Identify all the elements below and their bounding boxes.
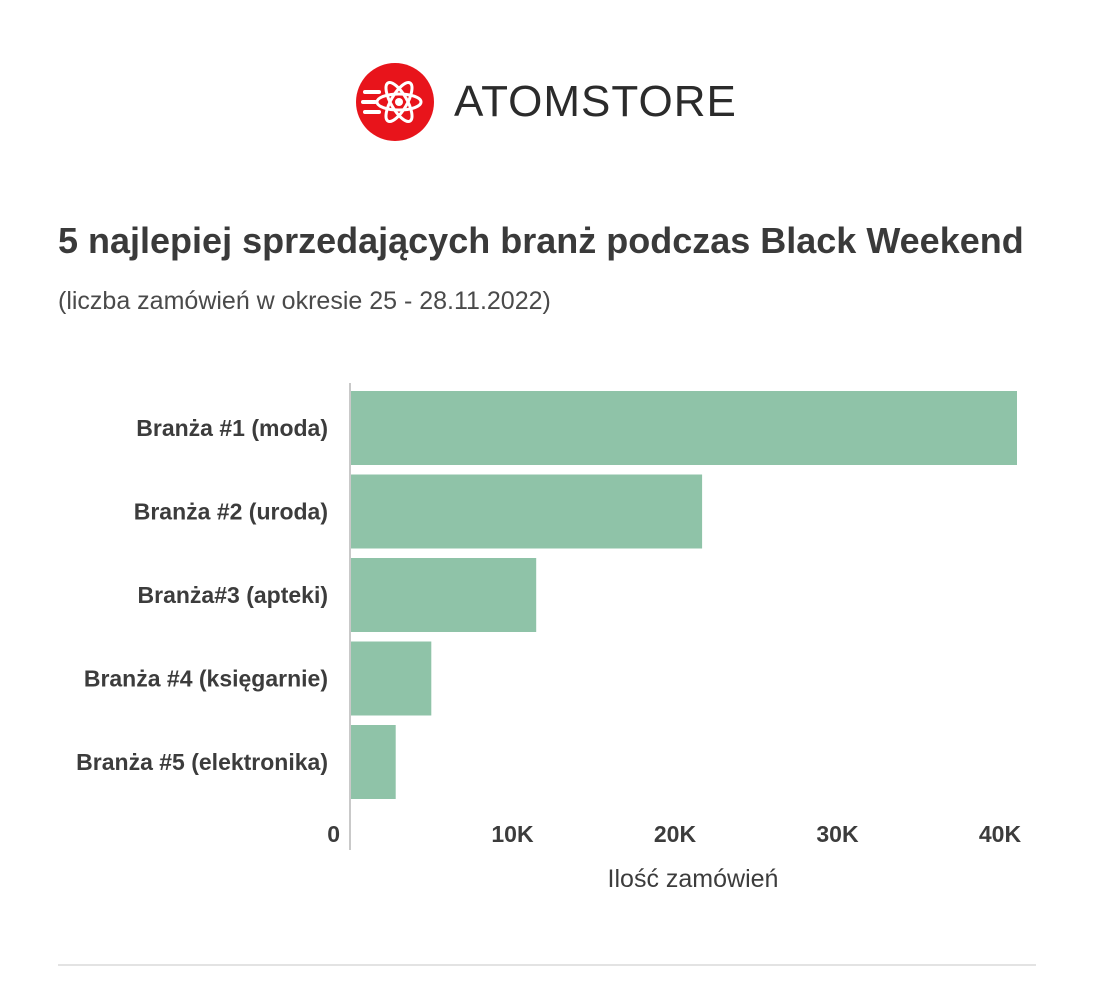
chart-title: 5 najlepiej sprzedających branż podczas … (58, 220, 1024, 261)
x-tick-label: 40K (979, 821, 1022, 847)
bar (351, 474, 703, 549)
category-label: Branża #5 (elektronika) (76, 749, 328, 775)
divider (58, 964, 1036, 966)
brand-name: ATOMSTORE (454, 77, 737, 126)
category-label: Branża #1 (moda) (136, 415, 328, 441)
bar-chart: Branża #1 (moda) Branża #2 (uroda) Branża#… (76, 383, 1022, 893)
x-axis-title: Ilość zamówień (608, 865, 779, 893)
bar (351, 558, 537, 632)
x-tick-label: 0 (327, 821, 340, 847)
category-label: Branża#3 (apteki) (138, 582, 328, 608)
x-tick-label: 20K (654, 821, 697, 847)
bar (351, 641, 432, 716)
atom-icon (356, 63, 434, 141)
x-tick-label: 10K (491, 821, 534, 847)
x-tick-label: 30K (816, 821, 859, 847)
brand-logo: ATOMSTORE (355, 62, 737, 142)
category-label: Branża #4 (księgarnie) (84, 666, 328, 692)
bar (351, 725, 396, 799)
category-label: Branża #2 (uroda) (134, 499, 328, 525)
bar (351, 391, 1017, 465)
chart-subtitle: (liczba zamówień w okresie 25 - 28.11.20… (58, 287, 551, 315)
